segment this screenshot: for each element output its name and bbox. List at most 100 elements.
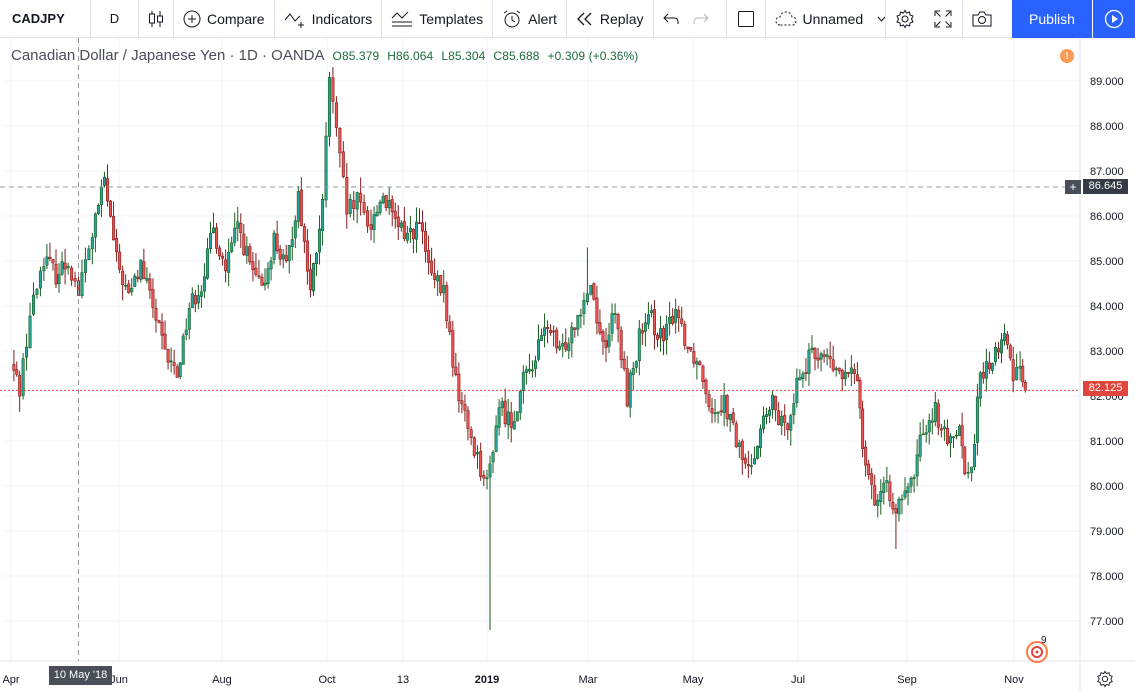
candle-body	[109, 200, 113, 217]
toolbar-divider	[565, 0, 567, 38]
candle-body	[843, 371, 847, 380]
time-axis-tick: Jul	[791, 674, 805, 686]
symbol-search-button[interactable]: CADJPY	[12, 11, 65, 26]
candle-body	[936, 403, 940, 428]
candle-body	[731, 412, 735, 423]
toolbar-divider	[725, 0, 727, 38]
candle-body	[518, 391, 522, 413]
candle-body	[293, 220, 297, 239]
candle-body	[555, 329, 559, 349]
candle-body	[127, 283, 131, 294]
candle-body	[73, 278, 77, 282]
candle-body	[378, 201, 382, 213]
candle-body	[984, 361, 988, 379]
time-axis-tick: Jun	[110, 674, 128, 686]
candle-body	[777, 410, 781, 425]
fullscreen-button[interactable]	[924, 0, 962, 38]
warning-icon[interactable]: !	[1060, 49, 1074, 63]
price-axis-tick: 86.000	[1090, 211, 1124, 223]
publish-button[interactable]: Publish	[1012, 0, 1092, 38]
square-icon	[737, 10, 755, 28]
layout-name-button[interactable]: Unnamed	[766, 0, 886, 38]
expand-icon	[934, 10, 952, 28]
candle-body	[260, 277, 264, 286]
notifications-badge[interactable]: 9	[1024, 635, 1052, 664]
candle-body	[417, 222, 421, 224]
candle-body	[722, 395, 726, 413]
price-axis-tick: 79.000	[1090, 526, 1124, 538]
time-axis-tick: 13	[397, 674, 409, 686]
candle-body	[960, 425, 964, 447]
candle-body	[942, 426, 946, 430]
undo-button[interactable]	[654, 0, 688, 38]
candle-body	[375, 211, 379, 217]
candle-body	[1003, 333, 1007, 342]
indicators-button[interactable]: Indicators	[275, 0, 382, 38]
toolbar-divider	[884, 0, 886, 38]
compare-button[interactable]: Compare	[174, 0, 274, 38]
candle-body	[396, 216, 400, 227]
candle-body	[327, 77, 331, 137]
add-alert-plus-button[interactable]: +	[1065, 180, 1081, 194]
chart-pane[interactable]: 77.000 78.000 79.000 80.000 81.000 82.000 83.0…	[0, 38, 1135, 691]
candle-body	[552, 330, 556, 333]
candle-body	[909, 477, 913, 487]
legend-high: H86.064	[387, 49, 434, 63]
candle-body	[686, 346, 690, 350]
toolbar-divider	[138, 0, 139, 38]
candle-body	[897, 498, 901, 515]
toolbar-divider	[961, 0, 963, 38]
candle-body	[755, 445, 759, 459]
candle-body	[362, 202, 366, 213]
candle-body	[885, 480, 889, 483]
candle-body	[558, 345, 562, 350]
candle-body	[278, 248, 282, 260]
candle-body	[472, 437, 476, 456]
candle-body	[792, 403, 796, 416]
candle-body	[798, 377, 802, 381]
candle-body	[876, 499, 880, 506]
candle-body	[212, 227, 216, 233]
candle-body	[287, 245, 291, 261]
candle-body	[154, 307, 158, 321]
candle-body	[115, 238, 119, 253]
candle-body	[668, 317, 672, 324]
chart-legend: Canadian Dollar / Japanese Yen · 1D · OA…	[11, 47, 638, 64]
scale-settings-button[interactable]	[1096, 670, 1114, 691]
candle-body	[166, 349, 170, 363]
chart-settings-button[interactable]	[886, 0, 924, 38]
candle-body	[421, 222, 425, 232]
price-axis-tick: 83.000	[1090, 346, 1124, 358]
redo-button[interactable]	[688, 0, 714, 38]
candle-body	[105, 178, 109, 202]
candle-body	[390, 199, 394, 213]
candle-body	[133, 275, 137, 287]
snapshot-button[interactable]	[963, 0, 1001, 38]
candle-body	[987, 362, 991, 370]
alert-button[interactable]: Alert	[493, 0, 566, 38]
camera-icon	[971, 10, 993, 28]
candle-body	[540, 335, 544, 341]
candle-body	[570, 326, 574, 344]
candle-body	[479, 451, 483, 477]
candle-body	[263, 282, 267, 286]
replay-button[interactable]: Replay	[567, 0, 653, 38]
candle-body	[424, 230, 428, 252]
candle-body	[801, 373, 805, 379]
publish-options-button[interactable]	[1093, 0, 1135, 38]
candle-body	[83, 259, 87, 273]
price-chart[interactable]: 77.00078.00079.00080.00081.00082.00083.0…	[0, 38, 1135, 691]
chart-style-button[interactable]	[139, 0, 173, 38]
fullscreen-layout-button[interactable]	[727, 0, 765, 38]
candle-body	[345, 177, 349, 215]
candle-body	[861, 408, 865, 449]
time-axis-tick: Nov	[1004, 674, 1024, 686]
candle-body	[442, 285, 446, 294]
candle-body	[930, 420, 934, 423]
candle-body	[12, 364, 16, 371]
candle-body	[18, 375, 22, 397]
interval-button[interactable]: D	[109, 11, 120, 26]
templates-button[interactable]: Templates	[382, 0, 492, 38]
candle-body	[334, 102, 338, 128]
crosshair-price-label: 86.645	[1083, 179, 1128, 194]
